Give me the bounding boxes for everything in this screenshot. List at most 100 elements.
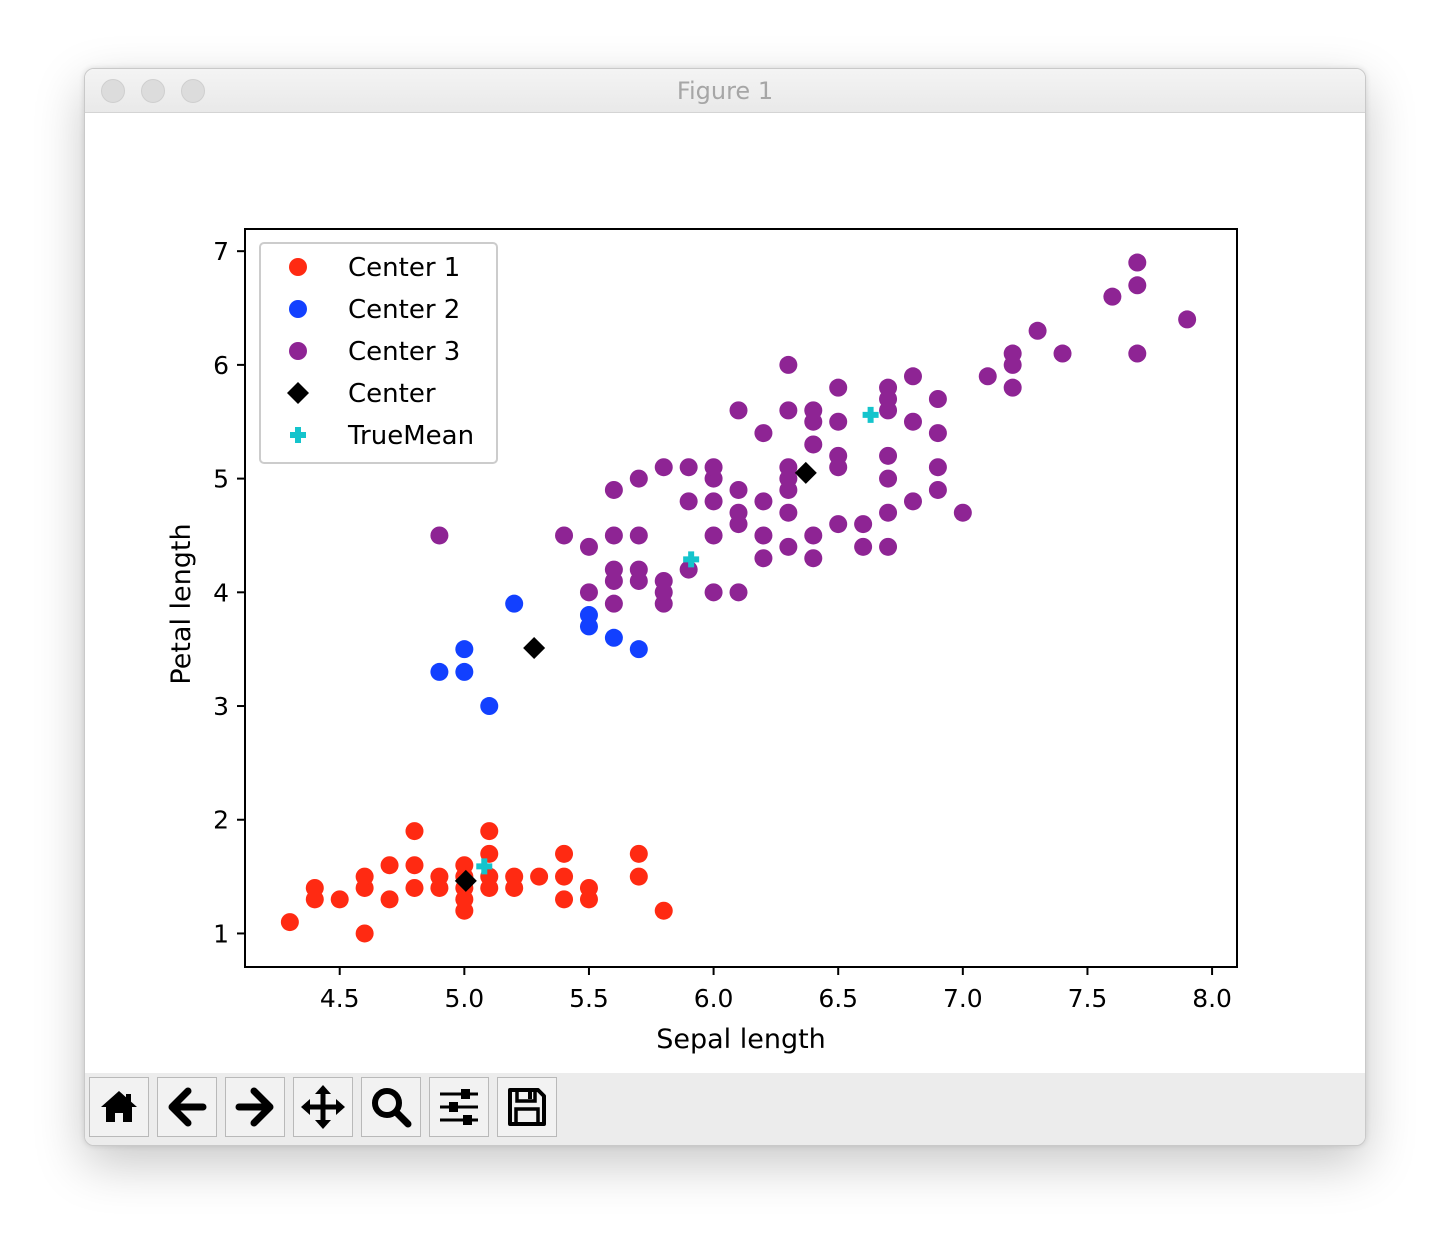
data-point <box>754 492 773 511</box>
x-tick-label: 4.5 <box>320 984 360 1013</box>
data-point <box>804 435 823 454</box>
data-point <box>928 390 947 409</box>
data-point <box>779 355 798 374</box>
data-point <box>476 858 493 875</box>
data-point <box>579 878 598 897</box>
data-point <box>455 640 474 659</box>
data-point <box>629 469 648 488</box>
data-point <box>654 571 673 590</box>
close-window-button[interactable] <box>101 79 125 103</box>
data-point <box>928 424 947 443</box>
legend-marker <box>289 300 307 318</box>
legend <box>259 242 498 464</box>
data-point <box>555 867 574 886</box>
data-point <box>1128 253 1147 272</box>
data-point <box>405 878 424 897</box>
pan-button[interactable] <box>293 1077 353 1137</box>
figure-canvas[interactable]: 4.5 5.0 5.5 6.0 6.5 7.0 7.5 8.0 1 2 3 4 5 6 7 Sepal le… <box>85 113 1365 1073</box>
legend-marker <box>289 258 307 276</box>
data-point <box>903 412 922 431</box>
data-point <box>280 913 299 932</box>
data-point <box>480 697 499 716</box>
data-point <box>604 628 623 647</box>
x-tick-label: 7.5 <box>1068 984 1108 1013</box>
data-point <box>555 844 574 863</box>
legend-label: Center 1 <box>348 253 460 283</box>
data-point <box>1103 287 1122 306</box>
data-point <box>879 378 898 397</box>
series-center-3 <box>430 253 1197 613</box>
data-point <box>1178 310 1197 329</box>
data-point <box>829 378 848 397</box>
back-button[interactable] <box>157 1077 217 1137</box>
data-point <box>754 549 773 568</box>
data-point <box>530 867 549 886</box>
home-button[interactable] <box>89 1077 149 1137</box>
zoom-button[interactable] <box>361 1077 421 1137</box>
save-button[interactable] <box>497 1077 557 1137</box>
data-point <box>405 856 424 875</box>
series-center-2 <box>430 594 648 716</box>
y-tick-label: 2 <box>213 806 229 835</box>
data-point <box>1053 344 1072 363</box>
data-point <box>804 526 823 545</box>
forward-button[interactable] <box>225 1077 285 1137</box>
data-point <box>729 401 748 420</box>
data-point <box>629 867 648 886</box>
data-point <box>579 583 598 602</box>
data-point <box>879 446 898 465</box>
data-point <box>629 526 648 545</box>
data-point <box>380 890 399 909</box>
configure-subplots-button[interactable] <box>429 1077 489 1137</box>
data-point <box>704 492 723 511</box>
legend-label: TrueMean <box>347 421 474 451</box>
data-point <box>629 560 648 579</box>
legend-label: Center <box>348 379 436 409</box>
data-point <box>729 480 748 499</box>
data-point <box>555 890 574 909</box>
data-point <box>455 662 474 681</box>
data-point <box>629 844 648 863</box>
scatter-plot: 4.5 5.0 5.5 6.0 6.5 7.0 7.5 8.0 1 2 3 4 5 6 7 Sepal le… <box>166 228 1238 1055</box>
series-center <box>454 461 817 892</box>
legend-marker <box>290 427 306 443</box>
x-tick-label: 5.0 <box>444 984 484 1013</box>
legend-marker <box>287 382 309 404</box>
data-point <box>854 537 873 556</box>
data-point <box>903 492 922 511</box>
zoom-window-button[interactable] <box>181 79 205 103</box>
data-point <box>355 867 374 886</box>
x-axis-label: Sepal length <box>656 1024 826 1055</box>
data-point <box>629 640 648 659</box>
data-point <box>879 469 898 488</box>
data-point <box>480 822 499 841</box>
data-point <box>779 401 798 420</box>
minimize-window-button[interactable] <box>141 79 165 103</box>
data-point <box>654 901 673 920</box>
data-point <box>704 526 723 545</box>
legend-marker <box>289 342 307 360</box>
data-point <box>430 526 449 545</box>
data-point <box>754 424 773 443</box>
y-tick-label: 5 <box>213 465 229 494</box>
data-point <box>978 367 997 386</box>
data-point <box>928 480 947 499</box>
y-tick-label: 1 <box>213 919 229 948</box>
data-point <box>704 458 723 477</box>
arrow-right-icon <box>235 1087 274 1127</box>
legend-label: Center 3 <box>348 337 460 367</box>
y-tick-label: 7 <box>213 237 229 266</box>
data-point <box>1003 378 1022 397</box>
data-point <box>779 458 798 477</box>
data-point <box>405 822 424 841</box>
data-point <box>729 583 748 602</box>
data-point <box>579 537 598 556</box>
data-point <box>480 844 499 863</box>
data-point <box>1028 321 1047 340</box>
data-point <box>794 461 817 484</box>
data-point <box>879 503 898 522</box>
data-point <box>523 637 546 660</box>
legend-label: Center 2 <box>348 295 460 325</box>
data-point <box>829 515 848 534</box>
data-point <box>579 606 598 625</box>
